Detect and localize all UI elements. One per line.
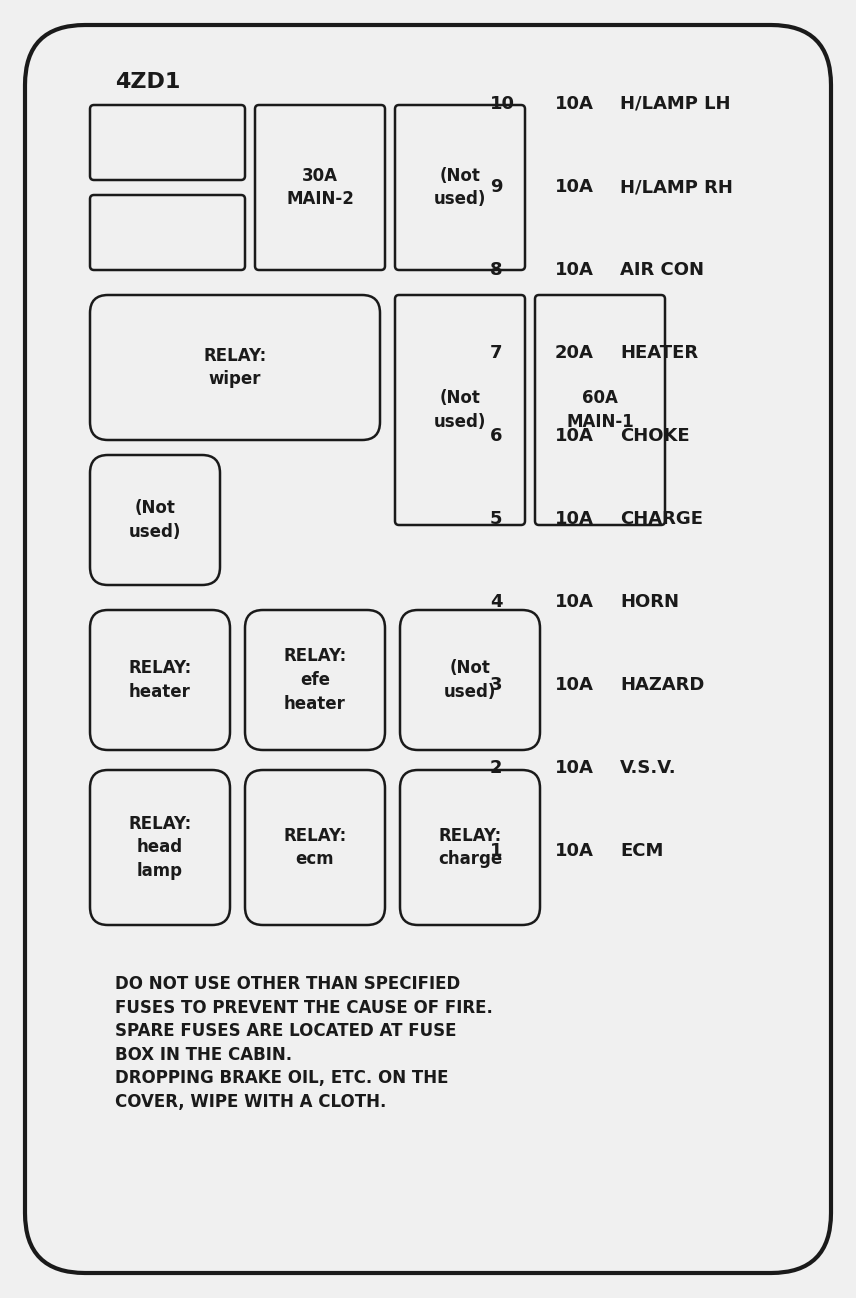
- Text: 10A: 10A: [555, 95, 594, 113]
- FancyBboxPatch shape: [400, 610, 540, 750]
- Text: (Not
used): (Not used): [128, 500, 181, 541]
- Text: 10A: 10A: [555, 427, 594, 445]
- Text: DO NOT USE OTHER THAN SPECIFIED
FUSES TO PREVENT THE CAUSE OF FIRE.
SPARE FUSES : DO NOT USE OTHER THAN SPECIFIED FUSES TO…: [115, 975, 493, 1111]
- Text: 60A
MAIN-1: 60A MAIN-1: [566, 389, 634, 431]
- FancyBboxPatch shape: [90, 105, 245, 180]
- Text: HEATER: HEATER: [620, 344, 698, 362]
- Text: 20A: 20A: [555, 344, 594, 362]
- Text: 3: 3: [490, 676, 502, 694]
- Text: 1: 1: [490, 842, 502, 861]
- Text: 9: 9: [490, 178, 502, 196]
- Text: 10A: 10A: [555, 842, 594, 861]
- Text: AIR CON: AIR CON: [620, 261, 704, 279]
- Text: 2: 2: [490, 759, 502, 778]
- Text: 5: 5: [490, 510, 502, 528]
- Text: V.S.V.: V.S.V.: [620, 759, 676, 778]
- FancyBboxPatch shape: [245, 610, 385, 750]
- Text: H/LAMP RH: H/LAMP RH: [620, 178, 733, 196]
- Text: H/LAMP LH: H/LAMP LH: [620, 95, 730, 113]
- FancyBboxPatch shape: [90, 195, 245, 270]
- Text: 10A: 10A: [555, 510, 594, 528]
- FancyBboxPatch shape: [400, 770, 540, 925]
- FancyBboxPatch shape: [90, 770, 230, 925]
- Text: RELAY:
heater: RELAY: heater: [128, 659, 192, 701]
- FancyBboxPatch shape: [395, 295, 525, 524]
- Text: 30A
MAIN-2: 30A MAIN-2: [286, 166, 354, 208]
- FancyBboxPatch shape: [245, 770, 385, 925]
- Text: RELAY:
charge: RELAY: charge: [438, 827, 502, 868]
- FancyBboxPatch shape: [395, 105, 525, 270]
- Text: 7: 7: [490, 344, 502, 362]
- Text: (Not
used): (Not used): [443, 659, 496, 701]
- Text: 10: 10: [490, 95, 515, 113]
- FancyBboxPatch shape: [90, 456, 220, 585]
- FancyBboxPatch shape: [25, 25, 831, 1273]
- Text: 10A: 10A: [555, 676, 594, 694]
- Text: 4ZD1: 4ZD1: [115, 71, 181, 92]
- Text: ECM: ECM: [620, 842, 663, 861]
- Text: 4: 4: [490, 593, 502, 611]
- Text: HAZARD: HAZARD: [620, 676, 704, 694]
- Text: (Not
used): (Not used): [434, 166, 486, 208]
- Text: CHOKE: CHOKE: [620, 427, 690, 445]
- Text: RELAY:
wiper: RELAY: wiper: [204, 347, 266, 388]
- Text: 10A: 10A: [555, 593, 594, 611]
- Text: RELAY:
ecm: RELAY: ecm: [283, 827, 347, 868]
- Text: 10A: 10A: [555, 261, 594, 279]
- FancyBboxPatch shape: [535, 295, 665, 524]
- FancyBboxPatch shape: [90, 610, 230, 750]
- FancyBboxPatch shape: [90, 295, 380, 440]
- Text: (Not
used): (Not used): [434, 389, 486, 431]
- Text: 8: 8: [490, 261, 502, 279]
- Text: RELAY:
efe
heater: RELAY: efe heater: [283, 648, 347, 713]
- Text: CHARGE: CHARGE: [620, 510, 703, 528]
- Text: 10A: 10A: [555, 759, 594, 778]
- Text: HORN: HORN: [620, 593, 679, 611]
- Text: RELAY:
head
lamp: RELAY: head lamp: [128, 815, 192, 880]
- Text: 6: 6: [490, 427, 502, 445]
- Text: 10A: 10A: [555, 178, 594, 196]
- FancyBboxPatch shape: [255, 105, 385, 270]
